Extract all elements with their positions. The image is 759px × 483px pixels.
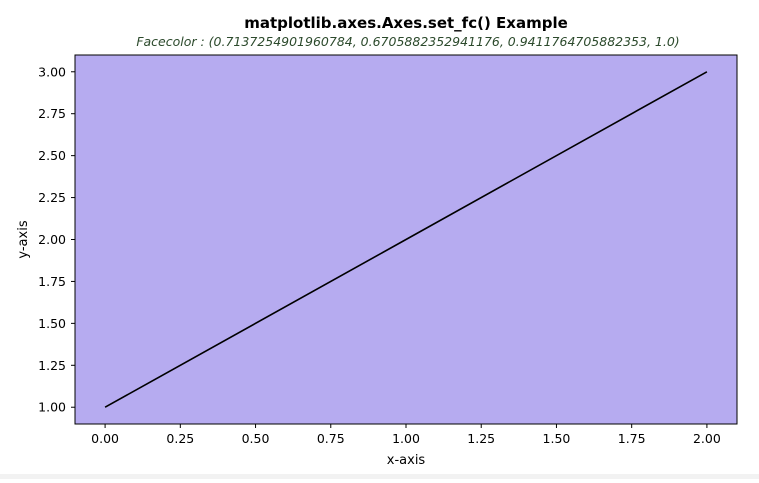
series-line-0 [104, 71, 708, 408]
y-tick-label: 1.75 [38, 274, 66, 289]
y-tick-label: 1.00 [38, 400, 66, 415]
y-tick-label: 1.50 [38, 316, 66, 331]
y-tick-label: 3.00 [38, 64, 66, 79]
x-tick-label: 0.75 [317, 431, 345, 446]
x-axis-label: x-axis [387, 453, 426, 468]
y-axis-ticks: 1.00 1.25 1.50 1.75 2.00 2.25 2.50 2.75 3.00 [38, 64, 75, 415]
y-tick-label: 2.50 [38, 148, 66, 163]
x-tick-label: 0.00 [91, 431, 119, 446]
x-tick-label: 1.75 [618, 431, 646, 446]
x-tick-label: 1.00 [392, 431, 420, 446]
x-tick-label: 1.50 [543, 431, 571, 446]
y-tick-label: 1.25 [38, 358, 66, 373]
x-tick-label: 0.50 [242, 431, 270, 446]
y-tick-label: 2.00 [38, 232, 66, 247]
x-tick-label: 2.00 [693, 431, 721, 446]
x-tick-label: 0.25 [166, 431, 194, 446]
series-layer [104, 71, 708, 408]
bottom-strip [0, 474, 759, 479]
y-tick-label: 2.75 [38, 106, 66, 121]
x-axis-ticks: 0.00 0.25 0.50 0.75 1.00 1.25 1.50 1.75 2.00 [91, 424, 721, 446]
x-tick-label: 1.25 [467, 431, 495, 446]
chart-title: matplotlib.axes.Axes.set_fc() Example [244, 14, 568, 32]
chart-subtitle: Facecolor : (0.7137254901960784, 0.67058… [136, 34, 679, 49]
y-tick-label: 2.25 [38, 190, 66, 205]
y-axis-label: y-axis [16, 220, 31, 258]
